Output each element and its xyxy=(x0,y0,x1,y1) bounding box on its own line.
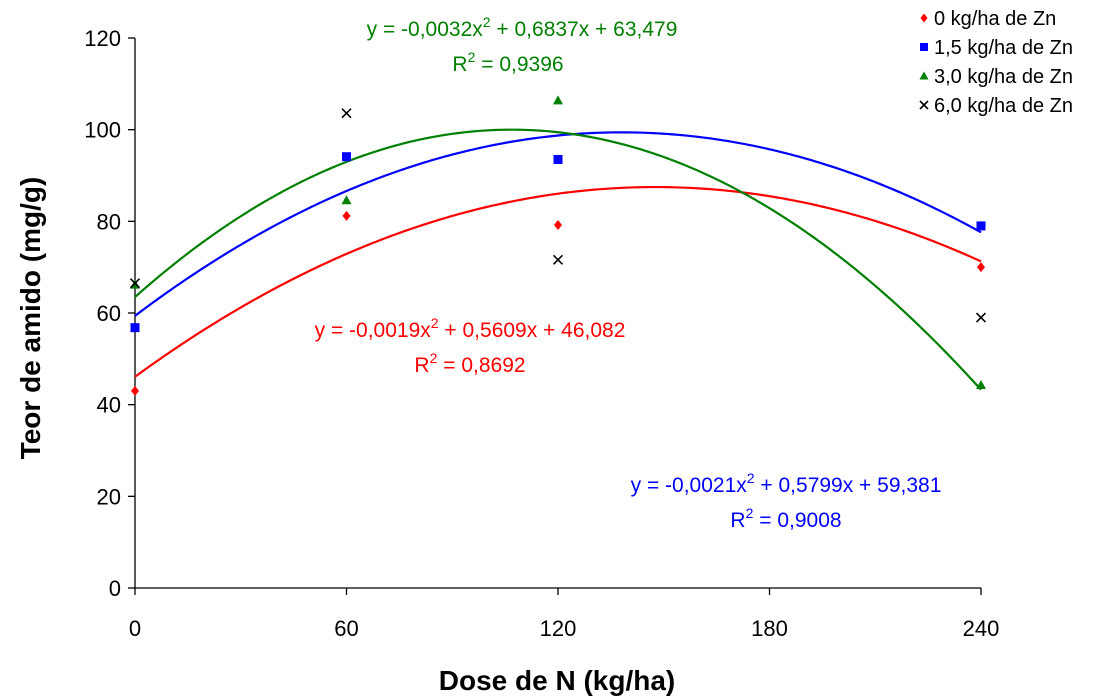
data-point-s2-1 xyxy=(341,195,352,205)
x-axis-title: Dose de N (kg/ha) xyxy=(439,665,675,696)
fit-curve-0 xyxy=(134,185,982,378)
data-point-s1-1 xyxy=(342,152,351,162)
y-tick-label: 20 xyxy=(97,484,121,509)
fit-curves xyxy=(134,128,982,391)
legend-marker-1 xyxy=(920,43,928,51)
data-point-s3-0-stroke-b xyxy=(129,278,141,289)
legend-marker-2 xyxy=(919,71,929,80)
legend-label-2: 3,0 kg/ha de Zn xyxy=(934,66,1073,88)
data-points xyxy=(129,95,987,396)
r-squared-0: R2 = 0,8692 xyxy=(414,350,525,377)
x-tick-label: 240 xyxy=(963,616,1000,641)
r-squared-1-exponent: 2 xyxy=(746,505,754,521)
x-tick-label: 0 xyxy=(129,616,141,641)
equation-2-exponent: 2 xyxy=(483,14,491,30)
equation-2-head: y = -0,0032x xyxy=(367,18,484,41)
data-point-s3-3 xyxy=(975,312,987,323)
y-tick-label: 60 xyxy=(97,301,121,326)
equation-1-tail: + 0,5799x + 59,381 xyxy=(755,474,942,497)
fit-curve-2 xyxy=(134,128,982,391)
y-tick-label: 40 xyxy=(97,393,121,418)
equation-2: y = -0,0032x2 + 0,6837x + 63,479 xyxy=(367,14,678,41)
data-point-s3-0 xyxy=(129,278,141,289)
legend: 0 kg/ha de Zn 1,5 kg/ha de Zn 3,0 kg/ha de… xyxy=(919,8,1073,117)
data-point-s1-0 xyxy=(130,323,140,333)
legend-marker-3-stroke-b xyxy=(919,100,929,110)
equation-1-exponent: 2 xyxy=(747,470,755,486)
y-tick-label: 120 xyxy=(84,26,121,51)
r-squared-2-label: R xyxy=(452,53,467,76)
data-point-s3-2-stroke-b xyxy=(552,254,564,265)
x-tick-label: 120 xyxy=(540,616,577,641)
data-point-s1-3 xyxy=(976,221,986,231)
equation-1-head: y = -0,0021x xyxy=(631,474,748,497)
axes: 0 20 40 60 80 100 120 0 60 120 180 240 xyxy=(84,26,999,641)
legend-label-0: 0 kg/ha de Zn xyxy=(934,8,1056,30)
legend-label-3: 6,0 kg/ha de Zn xyxy=(934,95,1073,117)
data-point-s3-3-stroke-b xyxy=(975,312,987,323)
r-squared-2: R2 = 0,9396 xyxy=(452,49,563,76)
r-squared-0-value: = 0,8692 xyxy=(437,354,525,377)
r-squared-1-label: R xyxy=(730,509,745,532)
fit-curve-1 xyxy=(134,131,982,317)
legend-label-1: 1,5 kg/ha de Zn xyxy=(934,37,1073,59)
y-tick-label: 100 xyxy=(84,118,121,143)
data-point-s3-2 xyxy=(552,254,564,265)
r-squared-1: R2 = 0,9008 xyxy=(730,505,841,532)
r-squared-2-value: = 0,9396 xyxy=(475,53,563,76)
equation-0-exponent: 2 xyxy=(431,315,439,331)
x-tick-label: 180 xyxy=(751,616,788,641)
equation-0-head: y = -0,0019x xyxy=(315,319,432,342)
data-point-s2-3 xyxy=(976,379,986,389)
legend-marker-0 xyxy=(920,13,928,23)
r-squared-1-value: = 0,9008 xyxy=(753,509,841,532)
r-squared-0-exponent: 2 xyxy=(430,350,438,366)
data-point-s1-2 xyxy=(553,154,563,164)
data-point-s3-1-stroke-b xyxy=(341,108,352,119)
data-point-s0-1 xyxy=(342,210,351,221)
y-axis-title: Teor de amido (mg/g) xyxy=(15,177,46,460)
r-squared-2-exponent: 2 xyxy=(468,49,476,65)
data-point-s0-2 xyxy=(554,220,562,230)
equation-2-tail: + 0,6837x + 63,479 xyxy=(491,18,678,41)
x-tick-label: 60 xyxy=(334,616,358,641)
y-tick-label: 80 xyxy=(97,209,121,234)
y-tick-label: 0 xyxy=(109,576,121,601)
legend-marker-3 xyxy=(919,100,929,110)
data-point-s2-2 xyxy=(553,95,563,105)
data-point-s0-0 xyxy=(131,385,139,396)
equation-0: y = -0,0019x2 + 0,5609x + 46,082 xyxy=(315,315,626,342)
equation-1: y = -0,0021x2 + 0,5799x + 59,381 xyxy=(631,470,942,497)
equation-0-tail: + 0,5609x + 46,082 xyxy=(439,319,626,342)
data-point-s3-1 xyxy=(341,108,352,119)
data-point-s0-3 xyxy=(977,262,985,273)
r-squared-0-label: R xyxy=(414,354,429,377)
